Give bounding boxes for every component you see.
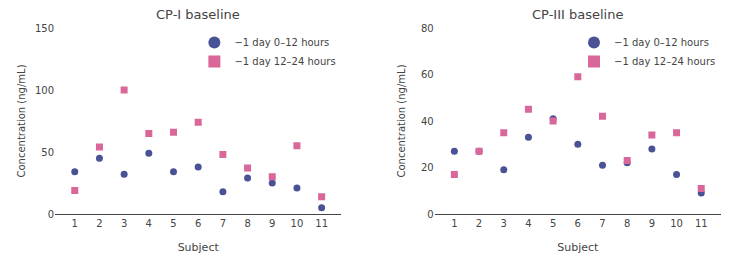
- svg-text:4: 4: [525, 218, 531, 229]
- svg-text:6: 6: [195, 218, 201, 229]
- svg-text:0: 0: [48, 209, 54, 220]
- svg-text:11: 11: [315, 218, 328, 229]
- svg-text:8: 8: [244, 218, 250, 229]
- svg-text:5: 5: [170, 218, 176, 229]
- svg-text:6: 6: [575, 218, 581, 229]
- svg-text:50: 50: [41, 147, 54, 158]
- svg-text:0: 0: [427, 209, 433, 220]
- svg-text:−1 day 0–12 hours: −1 day 0–12 hours: [234, 37, 329, 48]
- svg-text:2: 2: [96, 218, 102, 229]
- svg-text:60: 60: [421, 69, 434, 80]
- svg-text:80: 80: [421, 23, 434, 34]
- svg-text:7: 7: [599, 218, 605, 229]
- svg-text:40: 40: [421, 116, 434, 127]
- svg-text:7: 7: [220, 218, 226, 229]
- svg-text:−1 day 12–24 hours: −1 day 12–24 hours: [234, 56, 335, 67]
- svg-text:Concentration (ng/mL): Concentration (ng/mL): [16, 64, 27, 177]
- svg-text:1: 1: [451, 218, 457, 229]
- svg-text:4: 4: [146, 218, 152, 229]
- svg-text:100: 100: [35, 85, 54, 96]
- svg-text:1: 1: [72, 218, 78, 229]
- svg-text:Subject: Subject: [557, 241, 599, 254]
- svg-text:Subject: Subject: [178, 241, 220, 254]
- svg-text:3: 3: [501, 218, 507, 229]
- svg-text:5: 5: [550, 218, 556, 229]
- svg-text:CP-I baseline: CP-I baseline: [156, 7, 240, 22]
- svg-text:8: 8: [624, 218, 630, 229]
- svg-text:20: 20: [421, 162, 434, 173]
- svg-text:−1 day 12–24 hours: −1 day 12–24 hours: [614, 56, 715, 67]
- svg-text:11: 11: [695, 218, 708, 229]
- svg-text:2: 2: [476, 218, 482, 229]
- svg-text:CP-III baseline: CP-III baseline: [532, 7, 623, 22]
- svg-text:Concentration (ng/mL): Concentration (ng/mL): [396, 64, 407, 177]
- svg-text:3: 3: [121, 218, 127, 229]
- svg-text:150: 150: [35, 23, 54, 34]
- svg-text:10: 10: [291, 218, 304, 229]
- svg-text:9: 9: [649, 218, 655, 229]
- svg-text:10: 10: [670, 218, 683, 229]
- svg-text:9: 9: [269, 218, 275, 229]
- svg-text:−1 day 0–12 hours: −1 day 0–12 hours: [614, 37, 709, 48]
